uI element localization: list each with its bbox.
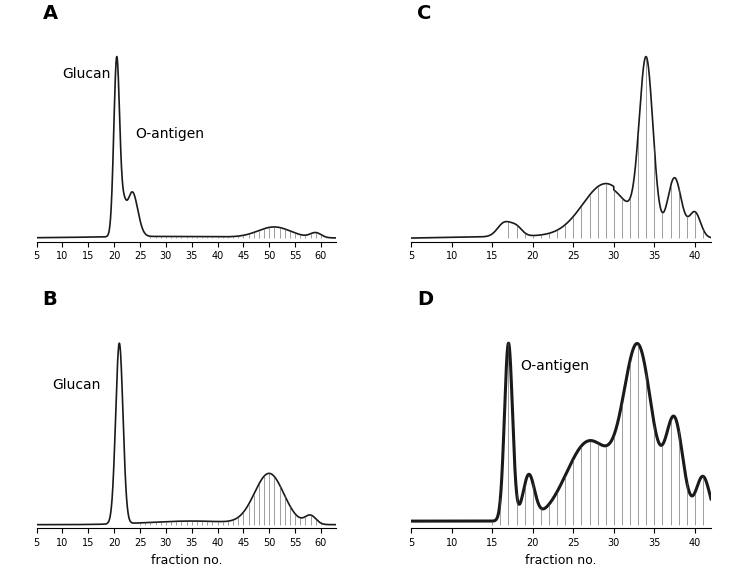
Text: B: B (43, 291, 57, 309)
Text: Glucan: Glucan (62, 68, 111, 82)
Text: D: D (417, 291, 433, 309)
Text: O-antigen: O-antigen (520, 359, 589, 373)
X-axis label: fraction no.: fraction no. (526, 554, 597, 566)
Text: A: A (43, 4, 58, 23)
Text: C: C (417, 4, 432, 23)
Text: O-antigen: O-antigen (135, 127, 204, 141)
X-axis label: fraction no.: fraction no. (151, 554, 222, 566)
Text: Glucan: Glucan (52, 377, 100, 392)
